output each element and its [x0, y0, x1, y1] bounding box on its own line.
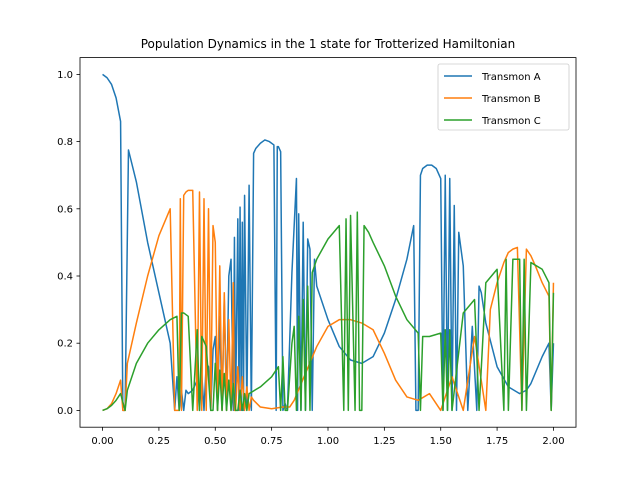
y-axis-ticks: 0.0 0.2 0.4 0.6 0.8 1.0 — [57, 70, 80, 417]
legend: Transmon A Transmon B Transmon C — [437, 63, 570, 131]
y-tick-label: 1.0 — [57, 70, 73, 81]
chart-title: Population Dynamics in the 1 state for T… — [141, 37, 516, 51]
y-tick-label: 0.8 — [57, 137, 73, 148]
x-tick-label: 0.50 — [204, 436, 226, 447]
y-tick-label: 0.2 — [57, 339, 73, 350]
y-tick-label: 0.4 — [57, 272, 73, 283]
legend-label-2: Transmon C — [481, 116, 541, 127]
x-tick-label: 1.50 — [430, 436, 452, 447]
x-tick-label: 1.25 — [373, 436, 395, 447]
y-tick-label: 0.0 — [57, 406, 73, 417]
x-axis-ticks: 0.00 0.25 0.50 0.75 1.00 1.25 1.50 1.75 2.00 — [91, 427, 565, 447]
x-tick-label: 0.00 — [91, 436, 113, 447]
y-tick-label: 0.6 — [57, 204, 73, 215]
plot-lines — [102, 73, 555, 412]
x-tick-label: 2.00 — [542, 436, 564, 447]
legend-label-0: Transmon A — [481, 72, 541, 83]
x-tick-label: 1.00 — [317, 436, 339, 447]
legend-label-1: Transmon B — [481, 94, 541, 105]
legend-box — [437, 63, 570, 131]
x-tick-label: 0.75 — [261, 436, 283, 447]
x-tick-label: 1.75 — [486, 436, 508, 447]
x-tick-label: 0.25 — [148, 436, 170, 447]
series-line-2 — [102, 211, 555, 412]
